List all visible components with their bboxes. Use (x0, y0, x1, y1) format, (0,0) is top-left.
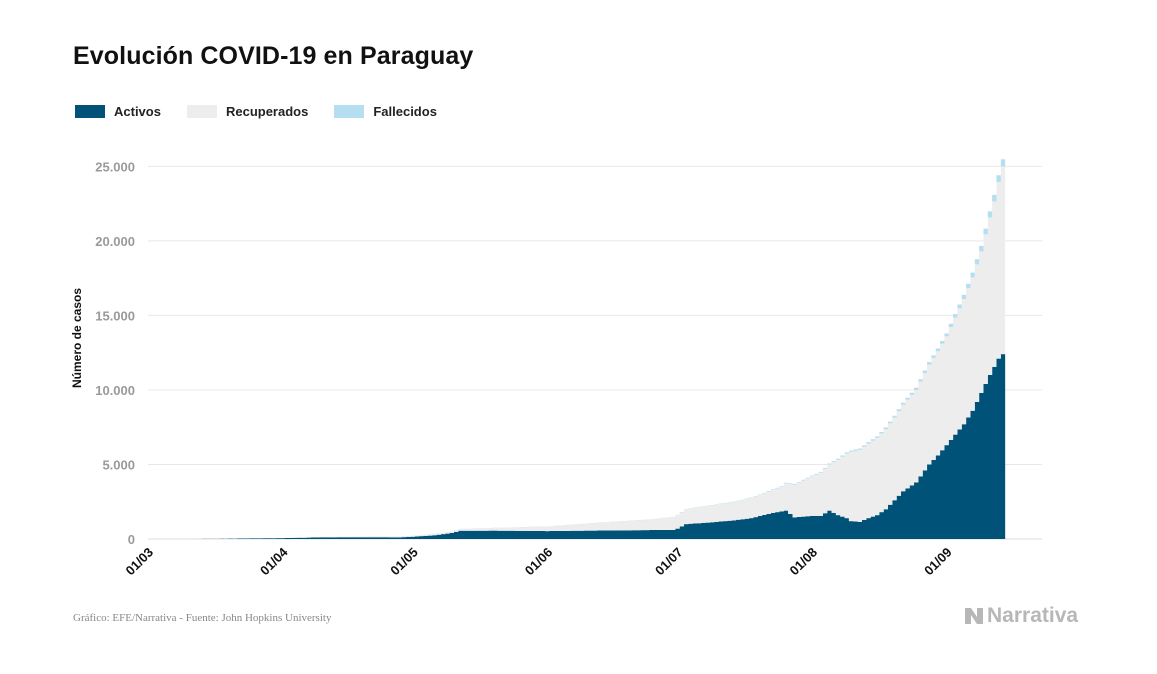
y-tick-label-0: 0 (128, 532, 135, 547)
area-recuperados (145, 166, 1006, 540)
x-tick-label-6: 01/09 (921, 545, 955, 579)
legend-swatch-recuperados (186, 105, 217, 118)
legend-swatch-activos (75, 105, 105, 118)
legend-item-fallecidos: Fallecidos (334, 104, 437, 119)
y-tick-label-5: 25.000 (95, 159, 135, 174)
legend-item-activos: Activos (75, 104, 161, 119)
y-tick-label-4: 20.000 (95, 234, 135, 249)
area-activos (145, 354, 1006, 539)
y-tick-label-3: 15.000 (95, 308, 135, 323)
legend-label-activos: Activos (114, 104, 161, 119)
legend: Activos Recuperados Fallecidos (75, 104, 463, 119)
legend-swatch-fallecidos (334, 105, 365, 118)
y-tick-label-2: 10.000 (95, 383, 135, 398)
x-tick-layer: 01/03 01/04 01/05 01/06 01/07 01/08 01/09 (123, 544, 955, 578)
legend-label-fallecidos: Fallecidos (373, 104, 437, 119)
source-footer: Gráfico: EFE/Narrativa - Fuente: John Ho… (73, 612, 332, 624)
legend-label-recuperados: Recuperados (225, 104, 309, 119)
x-tick-label-3: 01/06 (522, 545, 556, 579)
y-tick-label-1: 5.000 (102, 457, 135, 472)
legend-item-recuperados: Recuperados (186, 104, 309, 119)
narrativa-logo: Narrativa (963, 604, 1078, 628)
area-layer (145, 159, 1006, 540)
x-tick-label-4: 01/07 (652, 545, 686, 579)
x-tick-label-2: 01/05 (387, 545, 421, 579)
x-tick-label-5: 01/08 (787, 545, 821, 579)
x-tick-label-0: 01/03 (123, 545, 157, 579)
narrativa-logo-icon (965, 608, 983, 624)
x-tick-label-1: 01/04 (257, 544, 291, 578)
logo-text: Narrativa (987, 604, 1079, 627)
y-tick-layer: 0 5.000 10.000 15.000 20.000 25.000 (95, 159, 135, 547)
chart-title: Evolución COVID-19 en Paraguay (73, 42, 474, 70)
